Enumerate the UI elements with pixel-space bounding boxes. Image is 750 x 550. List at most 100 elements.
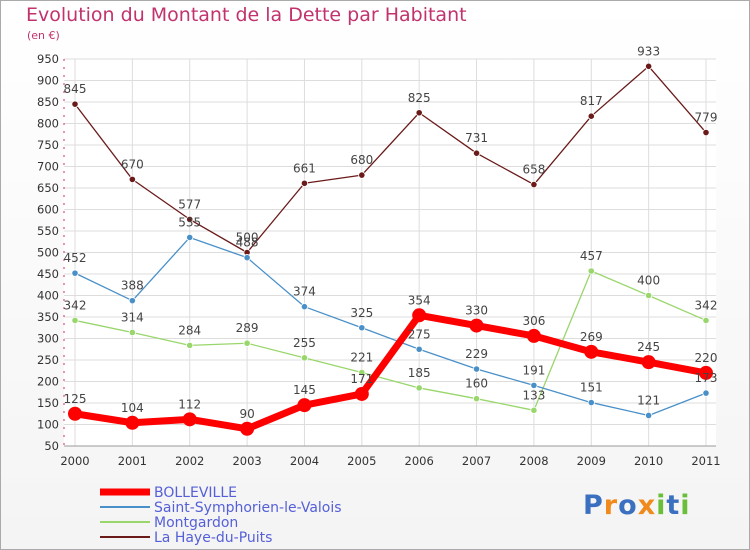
data-point — [645, 291, 653, 300]
data-point — [297, 398, 312, 413]
x-tick-label: 2004 — [290, 454, 319, 468]
data-point — [128, 328, 136, 337]
logo-letter: P — [583, 490, 604, 521]
x-tick-label: 2006 — [405, 454, 434, 468]
data-point — [300, 354, 309, 362]
y-tick-label: 600 — [37, 203, 59, 217]
series-lines — [68, 62, 713, 436]
data-label: 658 — [522, 163, 545, 177]
data-label: 133 — [522, 388, 545, 402]
legend-label: Saint-Symphorien-le-Valois — [154, 500, 342, 516]
data-label: 245 — [637, 340, 660, 354]
data-label: 229 — [465, 347, 488, 361]
data-point — [587, 112, 595, 120]
data-point — [358, 324, 366, 332]
x-tick-label: 2005 — [347, 454, 376, 468]
data-point — [584, 344, 599, 359]
y-tick-label: 250 — [37, 353, 59, 367]
data-point — [641, 355, 656, 370]
y-tick-label: 50 — [44, 439, 59, 453]
data-label: 325 — [350, 306, 373, 320]
data-point — [530, 406, 538, 414]
data-label: 388 — [121, 279, 144, 293]
x-tick-label: 2000 — [60, 454, 89, 468]
data-label: 185 — [408, 366, 431, 380]
data-point — [472, 149, 481, 157]
x-tick-label: 2003 — [232, 454, 261, 468]
data-point — [182, 412, 197, 427]
y-tick-label: 300 — [37, 332, 59, 346]
data-point — [243, 254, 251, 262]
data-label: 284 — [178, 323, 201, 337]
y-tick-label: 100 — [37, 418, 59, 432]
data-label: 90 — [239, 407, 254, 421]
data-point — [300, 303, 309, 311]
data-point — [415, 345, 423, 353]
data-label: 535 — [178, 215, 201, 229]
y-tick-label: 800 — [37, 117, 59, 131]
y-tick-label: 500 — [37, 246, 59, 260]
y-tick-label: 750 — [37, 138, 59, 152]
logo-letter: t — [666, 490, 681, 521]
data-point — [71, 100, 79, 108]
data-label: 104 — [121, 401, 144, 415]
y-tick-label: 650 — [37, 181, 59, 195]
data-point — [469, 318, 484, 333]
data-label: 933 — [637, 44, 660, 58]
data-label: 845 — [64, 82, 87, 96]
data-label: 817 — [580, 94, 603, 108]
data-point — [702, 389, 710, 397]
x-tick-label: 2009 — [577, 454, 606, 468]
y-tick-label: 950 — [37, 52, 59, 66]
data-label: 151 — [580, 381, 603, 395]
data-point — [186, 215, 194, 223]
data-point — [702, 128, 710, 137]
data-label: 354 — [408, 293, 431, 307]
data-label: 314 — [121, 310, 144, 324]
y-tick-label: 150 — [37, 396, 59, 410]
data-point — [358, 368, 366, 377]
logo-letter: i — [680, 490, 691, 521]
data-point — [354, 386, 369, 401]
data-label: 275 — [408, 327, 431, 341]
data-point — [125, 415, 140, 430]
data-label: 330 — [465, 304, 488, 318]
data-point — [526, 328, 541, 343]
x-tick-label: 2001 — [118, 454, 147, 468]
data-label: 255 — [293, 336, 316, 350]
data-point — [71, 316, 79, 325]
data-label: 577 — [178, 197, 201, 211]
data-label: 171 — [350, 372, 373, 386]
y-tick-label: 850 — [37, 95, 59, 109]
data-point — [128, 175, 136, 183]
logo-letter: r — [603, 490, 619, 521]
y-tick-label: 400 — [37, 289, 59, 303]
data-point — [415, 109, 423, 117]
data-label: 670 — [121, 157, 144, 171]
x-tick-label: 2002 — [175, 454, 204, 468]
data-point — [358, 171, 366, 179]
data-point — [240, 421, 255, 436]
y-tick-label: 350 — [37, 310, 59, 324]
legend-label: La Haye-du-Puits — [154, 530, 272, 546]
data-point — [300, 179, 309, 187]
data-point — [243, 339, 251, 347]
data-point — [186, 233, 194, 242]
data-label: 731 — [465, 131, 488, 145]
data-point — [472, 395, 481, 403]
data-point — [645, 411, 653, 420]
series-line-0 — [74, 311, 707, 433]
x-tick-label: 2010 — [634, 454, 663, 468]
data-label: 121 — [637, 393, 660, 407]
data-label: 342 — [695, 298, 718, 312]
data-label: 221 — [350, 350, 373, 364]
data-point — [587, 267, 595, 275]
proxiti-logo: Proxiti — [583, 490, 691, 521]
y-tick-label: 900 — [37, 74, 59, 88]
data-label: 306 — [522, 314, 545, 328]
data-label: 457 — [580, 249, 603, 263]
x-tick-label: 2008 — [519, 454, 548, 468]
series-line-2 — [74, 270, 707, 411]
series-line-1 — [74, 236, 707, 417]
